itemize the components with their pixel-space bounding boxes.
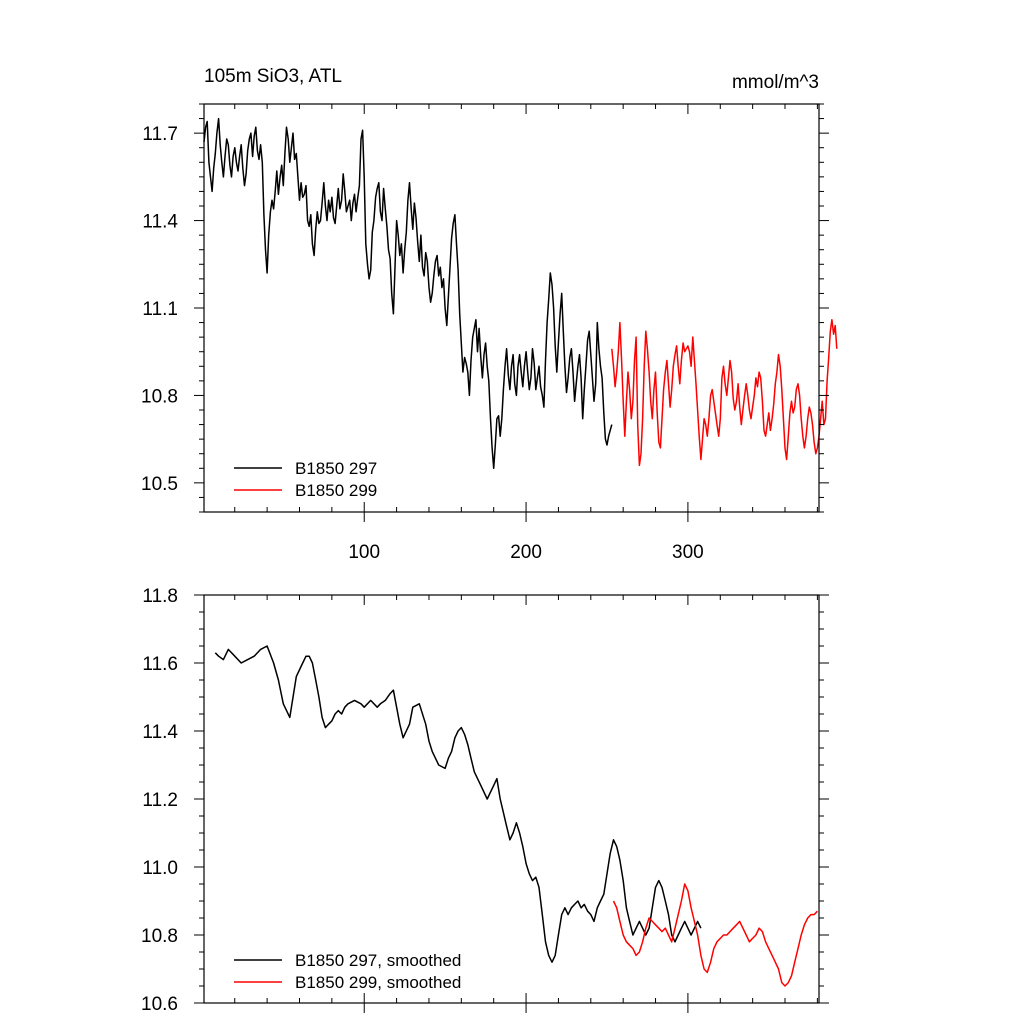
y-tick-label: 11.4 <box>142 722 178 743</box>
legend-label-b1850-299-smoothed: B1850 299, smoothed <box>295 973 461 992</box>
x-tick-label: 100 <box>348 542 380 563</box>
bottom-panel-ticks <box>194 594 829 1013</box>
y-tick-label: 11.7 <box>142 124 178 145</box>
series-line-b1850-299-smoothed <box>612 883 818 987</box>
bottom-panel: 10.6 10.8 11.0 11.2 11.4 11.6 11.8 B1850 297, … <box>141 586 829 1015</box>
bottom-panel-legend: B1850 297, smoothed B1850 299, smoothed <box>234 951 461 992</box>
y-tick-label: 10.6 <box>141 994 178 1015</box>
top-panel-series <box>203 117 838 470</box>
top-panel-units: mmol/m^3 <box>732 72 819 93</box>
top-panel: 105m SiO3, ATL mmol/m^3 100 200 300 10.5 10.… <box>141 66 838 563</box>
legend-label-b1850-297-smoothed: B1850 297, smoothed <box>295 951 461 970</box>
y-tick-label: 10.5 <box>141 474 178 495</box>
legend-label-b1850-299: B1850 299 <box>295 481 377 500</box>
x-tick-label: 200 <box>510 542 542 563</box>
y-tick-label: 10.8 <box>141 386 178 407</box>
y-tick-label: 11.2 <box>142 790 178 811</box>
legend-label-b1850-297: B1850 297 <box>295 459 377 478</box>
y-tick-label: 11.4 <box>142 212 178 233</box>
top-panel-ticks <box>194 103 829 522</box>
y-tick-label: 11.1 <box>142 299 178 320</box>
top-panel-title: 105m SiO3, ATL <box>204 66 342 87</box>
series-line-b1850-297 <box>203 117 613 470</box>
top-panel-legend: B1850 297 B1850 299 <box>234 459 377 500</box>
bottom-panel-series <box>214 645 818 987</box>
series-line-b1850-299 <box>611 318 838 467</box>
y-tick-label: 10.8 <box>141 926 178 947</box>
top-panel-tick-labels: 100 200 300 10.5 10.8 11.1 11.4 11.7 <box>141 124 704 563</box>
series-line-b1850-297-smoothed <box>214 645 702 963</box>
x-tick-label: 300 <box>672 542 704 563</box>
y-tick-label: 11.6 <box>142 654 178 675</box>
y-tick-label: 11.8 <box>142 586 178 607</box>
y-tick-label: 11.0 <box>142 858 178 879</box>
bottom-panel-tick-labels: 10.6 10.8 11.0 11.2 11.4 11.6 11.8 <box>141 586 178 1015</box>
